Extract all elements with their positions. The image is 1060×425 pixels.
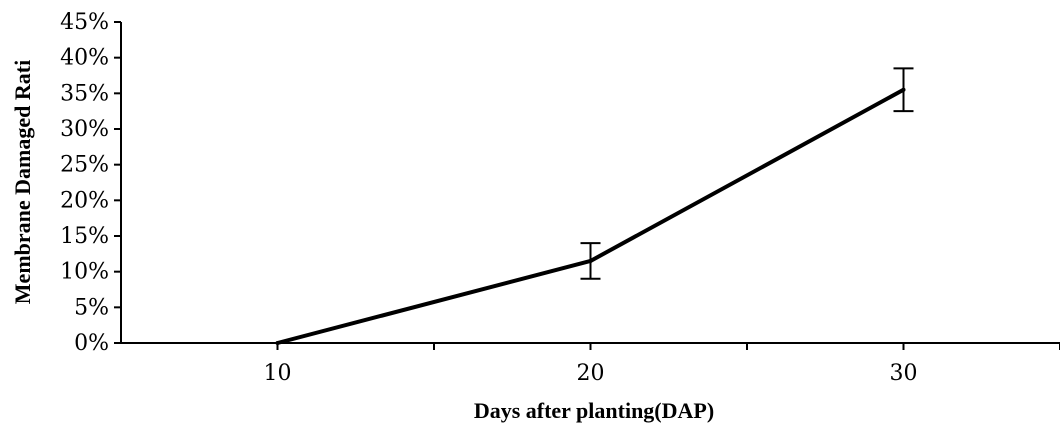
y-tick-label: 30% (60, 117, 109, 142)
y-tick-label: 45% (60, 10, 109, 35)
y-tick-label: 35% (60, 81, 109, 106)
data-point (275, 341, 280, 345)
error-bar (893, 67, 914, 113)
y-tick-label: 0% (74, 331, 109, 356)
y-tick-label: 40% (60, 46, 109, 71)
error-bar (580, 242, 601, 280)
y-tick-label: 25% (60, 153, 109, 178)
y-axis: 0% 5% 10% 15% 20% 25% 30% 35% 40% 45% (60, 10, 122, 356)
x-tick-label: 10 (264, 361, 292, 386)
x-axis-title: Days after planting(DAP) (474, 398, 714, 423)
x-tick-label: 30 (890, 361, 918, 386)
y-tick-label: 15% (60, 224, 109, 249)
y-tick-label: 5% (74, 295, 109, 320)
y-tick-label: 20% (60, 188, 109, 213)
y-axis-title: Membrane Damaged Rati (10, 60, 35, 304)
plot-area (275, 67, 914, 345)
x-axis: 10 20 30 (121, 342, 1060, 386)
y-tick-label: 10% (60, 260, 109, 285)
series-line (276, 88, 905, 345)
x-tick-label: 20 (577, 361, 605, 386)
